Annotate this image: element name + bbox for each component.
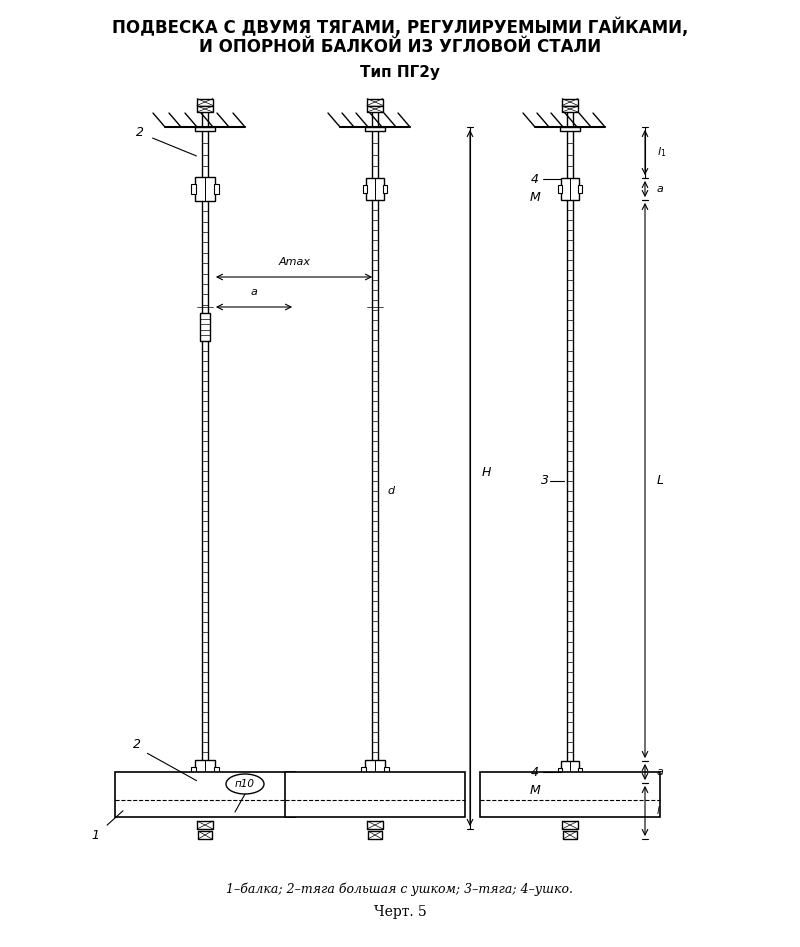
- Bar: [195, 760, 215, 784]
- Bar: [200, 313, 210, 341]
- Bar: [367, 98, 383, 105]
- Text: a: a: [657, 184, 664, 194]
- Text: Тип ПГ2у: Тип ПГ2у: [360, 64, 440, 80]
- Text: М: М: [530, 783, 540, 796]
- Bar: [365, 760, 385, 784]
- Bar: [578, 768, 582, 776]
- Bar: [198, 831, 212, 839]
- Ellipse shape: [226, 774, 264, 794]
- Text: Amax: Amax: [279, 257, 311, 267]
- Text: $l_1$: $l_1$: [657, 146, 666, 159]
- Bar: [365, 127, 385, 131]
- Bar: [363, 185, 367, 193]
- Bar: [558, 185, 562, 193]
- Bar: [197, 821, 213, 829]
- Bar: [368, 831, 382, 839]
- Bar: [366, 178, 384, 200]
- Bar: [191, 184, 196, 194]
- Bar: [285, 772, 465, 817]
- Text: 3: 3: [541, 474, 549, 487]
- Bar: [361, 767, 366, 777]
- Text: И ОПОРНОЙ БАЛКОЙ ИЗ УГЛОВОЙ СТАЛИ: И ОПОРНОЙ БАЛКОЙ ИЗ УГЛОВОЙ СТАЛИ: [199, 38, 601, 56]
- Bar: [558, 768, 562, 776]
- Text: Черт. 5: Черт. 5: [374, 905, 426, 919]
- Text: H: H: [482, 466, 491, 478]
- Bar: [562, 106, 578, 112]
- Text: 2: 2: [133, 738, 141, 751]
- Bar: [195, 177, 215, 201]
- Bar: [367, 106, 383, 112]
- Bar: [195, 127, 215, 131]
- Text: 1–балка; 2–тяга большая с ушком; 3–тяга; 4–ушко.: 1–балка; 2–тяга большая с ушком; 3–тяга;…: [226, 883, 574, 896]
- Text: d: d: [387, 486, 394, 495]
- Bar: [563, 831, 577, 839]
- Text: ПОДВЕСКА С ДВУМЯ ТЯГАМИ, РЕГУЛИРУЕМЫМИ ГАЙКАМИ,: ПОДВЕСКА С ДВУМЯ ТЯГАМИ, РЕГУЛИРУЕМЫМИ Г…: [112, 17, 688, 37]
- Bar: [197, 106, 213, 112]
- Text: 2: 2: [136, 126, 144, 138]
- Bar: [197, 98, 213, 105]
- Text: 1: 1: [91, 829, 99, 842]
- Bar: [115, 772, 295, 817]
- Text: 4: 4: [531, 765, 539, 778]
- Text: l: l: [657, 806, 660, 816]
- Text: a: a: [250, 287, 258, 297]
- Bar: [214, 767, 219, 777]
- Bar: [480, 772, 660, 817]
- Bar: [560, 127, 580, 131]
- Bar: [191, 767, 196, 777]
- Bar: [367, 821, 383, 829]
- Bar: [561, 761, 579, 783]
- Text: a: a: [657, 767, 664, 777]
- Bar: [384, 767, 389, 777]
- Text: 4: 4: [531, 172, 539, 186]
- Bar: [562, 821, 578, 829]
- Bar: [578, 185, 582, 193]
- Bar: [383, 185, 387, 193]
- Bar: [561, 178, 579, 200]
- Text: L: L: [657, 474, 664, 487]
- Text: п10: п10: [235, 779, 255, 789]
- Bar: [562, 98, 578, 105]
- Bar: [214, 184, 219, 194]
- Text: М: М: [530, 190, 540, 204]
